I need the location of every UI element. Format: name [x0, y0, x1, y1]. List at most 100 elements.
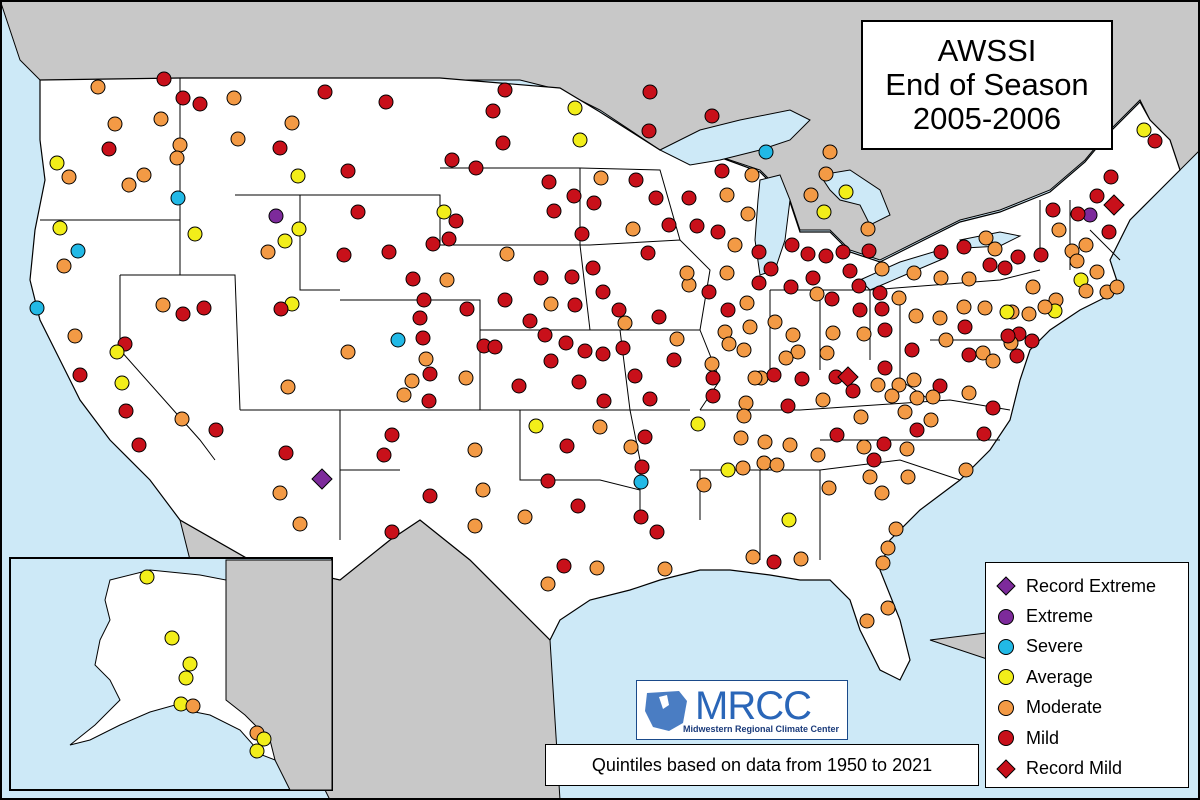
station-marker-mild [468, 160, 484, 176]
station-marker-mild [495, 135, 511, 151]
station-marker-mild [459, 301, 475, 317]
station-marker-moderate [790, 344, 806, 360]
station-marker-moderate [891, 290, 907, 306]
station-marker-moderate [617, 315, 633, 331]
station-marker-moderate [978, 230, 994, 246]
title-line-2: End of Season [885, 67, 1089, 102]
station-marker-mild [566, 188, 582, 204]
station-marker-mild [627, 368, 643, 384]
legend-label-record-mild: Record Mild [1026, 758, 1123, 779]
station-marker-average [838, 184, 854, 200]
station-marker-moderate [736, 342, 752, 358]
station-marker-mild [866, 452, 882, 468]
station-marker-mild [537, 327, 553, 343]
legend-symbol-average [998, 669, 1014, 686]
legend: Record Extreme Extreme Severe Average Mo… [985, 562, 1189, 788]
station-marker-mild [340, 163, 356, 179]
station-marker-moderate [1021, 306, 1037, 322]
station-marker-moderate [744, 167, 760, 183]
station-marker-moderate [742, 319, 758, 335]
station-marker-mild [957, 319, 973, 335]
station-marker-mild [384, 524, 400, 540]
station-marker-moderate [340, 344, 356, 360]
station-marker-mild [1000, 328, 1016, 344]
station-marker-mild [681, 190, 697, 206]
station-marker-mild [649, 524, 665, 540]
station-marker-mild [412, 310, 428, 326]
station-marker-moderate [977, 300, 993, 316]
station-marker-mild [634, 459, 650, 475]
station-marker-moderate [961, 271, 977, 287]
station-marker-moderate [825, 325, 841, 341]
station-marker-mild [175, 306, 191, 322]
station-marker-mild [780, 398, 796, 414]
station-marker-moderate [933, 270, 949, 286]
station-marker-moderate [475, 482, 491, 498]
station-marker-average [567, 100, 583, 116]
station-marker-mild [637, 429, 653, 445]
station-marker-average [291, 221, 307, 237]
station-marker-moderate [292, 516, 308, 532]
station-marker-moderate [657, 561, 673, 577]
station-marker-average [249, 743, 265, 759]
station-marker-mild [448, 213, 464, 229]
station-marker-severe [29, 300, 45, 316]
station-marker-average [114, 375, 130, 391]
station-marker-moderate [815, 392, 831, 408]
station-marker-average [816, 204, 832, 220]
station-marker-moderate [880, 540, 896, 556]
station-marker-average [781, 512, 797, 528]
station-marker-mild [876, 436, 892, 452]
station-marker-moderate [891, 377, 907, 393]
station-marker-moderate [870, 377, 886, 393]
station-marker-moderate [679, 265, 695, 281]
station-marker-moderate [906, 265, 922, 281]
station-marker-moderate [961, 385, 977, 401]
station-marker-moderate [900, 469, 916, 485]
title-line-3: 2005-2006 [912, 101, 1062, 136]
station-marker-mild [156, 71, 172, 87]
station-marker-mild [615, 340, 631, 356]
legend-item-extreme: Extreme [986, 601, 1188, 631]
station-marker-moderate [810, 447, 826, 463]
station-marker-mild [376, 447, 392, 463]
station-marker-average [290, 168, 306, 184]
station-marker-mild [751, 244, 767, 260]
station-marker-severe [633, 474, 649, 490]
station-marker-mild [273, 301, 289, 317]
station-marker-moderate [738, 395, 754, 411]
station-marker-mild [574, 226, 590, 242]
station-marker-mild [1033, 247, 1049, 263]
station-marker-moderate [785, 327, 801, 343]
station-marker-moderate [874, 485, 890, 501]
mrcc-logo: MRCC Midwestern Regional Climate Center [636, 680, 848, 740]
station-marker-moderate [61, 169, 77, 185]
station-marker-mild [982, 257, 998, 273]
station-marker-moderate [467, 518, 483, 534]
station-marker-moderate [136, 167, 152, 183]
station-marker-moderate [696, 477, 712, 493]
station-marker-moderate [418, 351, 434, 367]
station-marker-mild [422, 366, 438, 382]
legend-label-average: Average [1026, 666, 1093, 687]
station-marker-mild [720, 302, 736, 318]
station-marker-moderate [747, 370, 763, 386]
station-marker-mild [751, 275, 767, 291]
station-marker-mild [416, 292, 432, 308]
station-marker-moderate [899, 441, 915, 457]
station-marker-moderate [90, 79, 106, 95]
station-marker-mild [842, 263, 858, 279]
station-marker-moderate [884, 388, 900, 404]
title-box: AWSSI End of Season 2005-2006 [861, 20, 1113, 150]
station-marker-moderate [107, 116, 123, 132]
legend-symbol-moderate [998, 699, 1014, 716]
station-marker-mild [1009, 348, 1025, 364]
station-marker-mild [559, 438, 575, 454]
station-marker-mild [511, 378, 527, 394]
station-marker-mild [766, 367, 782, 383]
station-marker-mild [642, 84, 658, 100]
station-marker-mild [118, 403, 134, 419]
station-marker-moderate [932, 310, 948, 326]
station-marker-moderate [467, 442, 483, 458]
station-marker-severe [390, 332, 406, 348]
